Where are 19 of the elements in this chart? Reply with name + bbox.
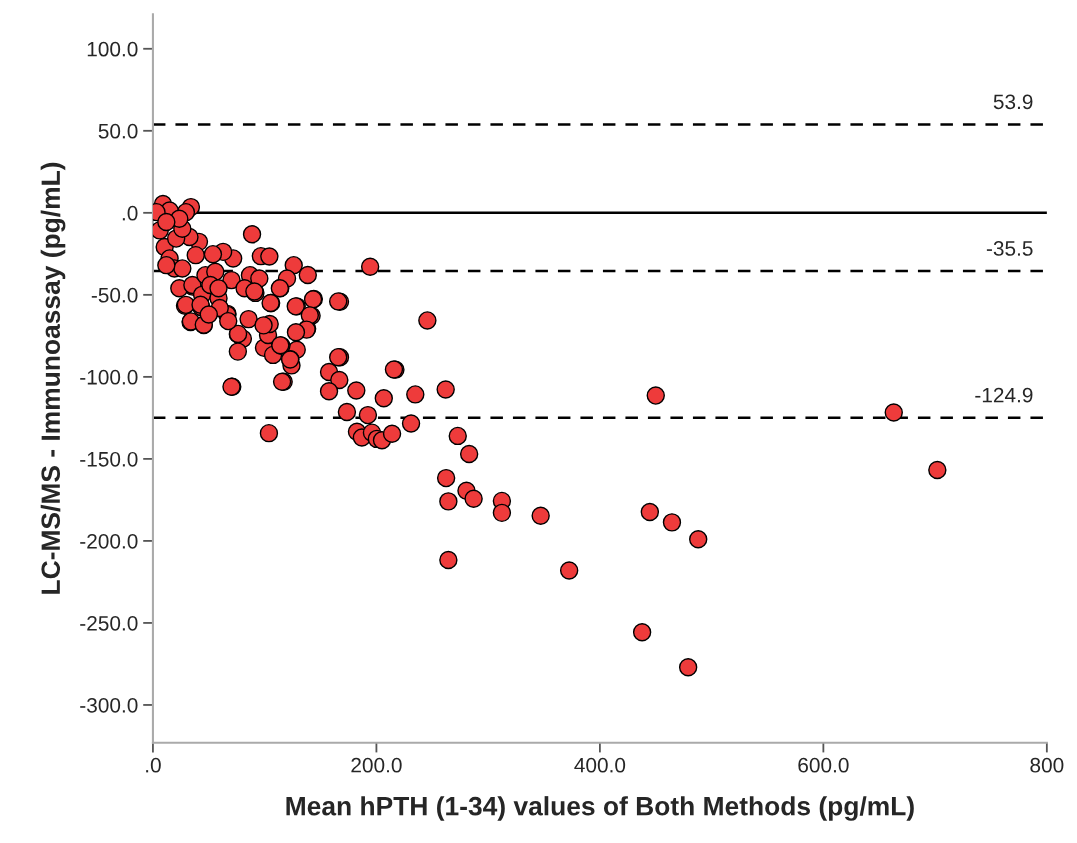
ref-line-label: -124.9: [975, 387, 1033, 403]
x-axis-title: Mean hPTH (1-34) values of Both Methods (pg/mL): [286, 796, 914, 821]
y-tick-label: 50.0: [98, 123, 138, 139]
x-tick-label: 200.0: [351, 757, 402, 773]
y-tick-label: -300.0: [80, 697, 138, 713]
ref-line-label: 53.9: [993, 94, 1033, 110]
y-tick-label: -100.0: [80, 369, 138, 385]
y-tick-label: -150.0: [80, 451, 138, 467]
y-tick-label: 100.0: [87, 41, 138, 57]
y-tick-label: -200.0: [80, 533, 138, 549]
x-tick-label: .0: [146, 757, 161, 773]
y-tick-label: .0: [122, 205, 138, 221]
y-tick-label: -250.0: [80, 615, 138, 631]
x-tick-label: 400.0: [574, 757, 626, 773]
x-tick-label: 800: [1030, 757, 1064, 773]
y-tick-label: -50.0: [91, 287, 138, 303]
x-tick-label: 600.0: [798, 757, 849, 773]
y-axis-title: LC-MS/MS - Immunoassay (pg/mL): [40, 162, 66, 594]
ref-line-label: -35.5: [986, 241, 1033, 256]
